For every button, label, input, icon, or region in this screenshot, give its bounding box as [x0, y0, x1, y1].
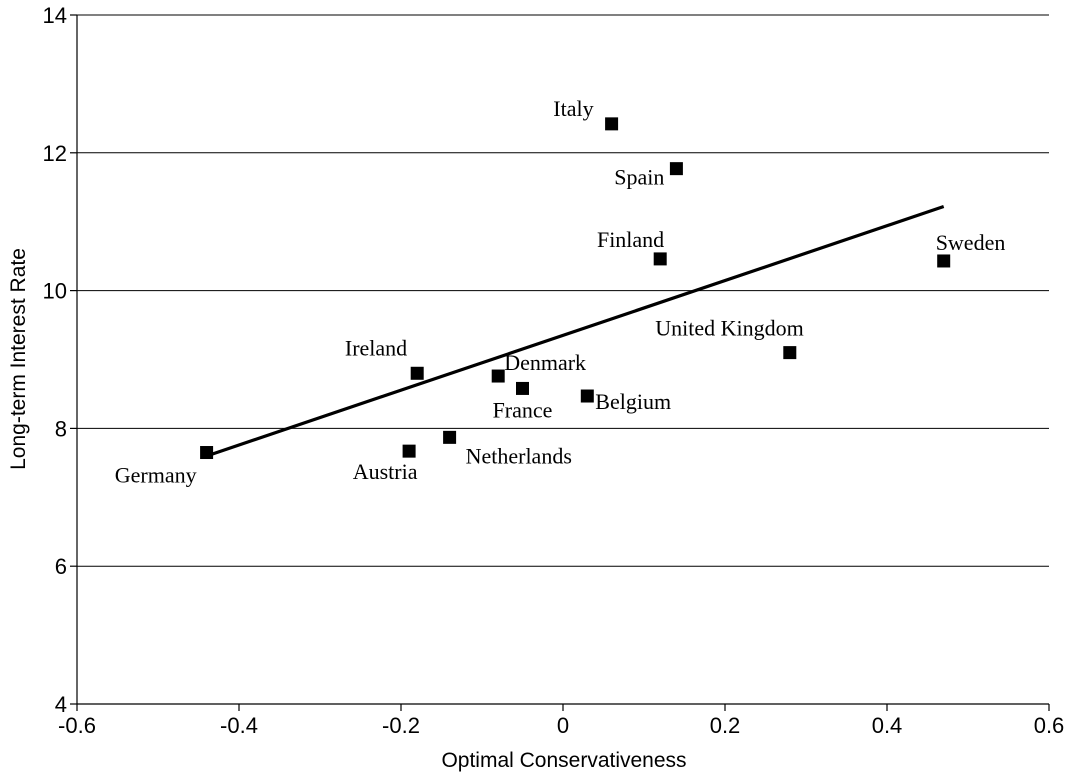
point-label-ireland: Ireland — [345, 335, 407, 360]
x-tick-label: -0.6 — [58, 713, 96, 738]
y-tick-label: 8 — [55, 416, 67, 441]
x-tick-label: -0.2 — [382, 713, 420, 738]
point-labels: Germany Austria Netherlands Ireland Denmark F… — [115, 96, 1006, 488]
point-label-belgium: Belgium — [595, 389, 671, 414]
data-point-united-kingdom — [783, 346, 797, 360]
point-label-austria: Austria — [353, 459, 418, 484]
axes: 4 6 8 10 12 14 -0.6 -0.4 -0.2 0 0.2 0.4 0.6 — [43, 3, 1065, 738]
point-label-sweden: Sweden — [936, 230, 1006, 255]
point-label-france: France — [493, 397, 553, 422]
point-label-spain: Spain — [614, 165, 664, 190]
data-point-belgium — [580, 389, 594, 403]
x-tick-label: 0.6 — [1034, 713, 1065, 738]
data-point-france — [516, 381, 529, 395]
x-tick-label: 0.2 — [710, 713, 741, 738]
trend-line-group — [206, 205, 945, 458]
data-point-sweden — [937, 254, 951, 268]
y-tick-label: 6 — [55, 554, 67, 579]
data-point-germany — [200, 446, 214, 460]
point-label-finland: Finland — [597, 227, 664, 252]
x-axis-title: Optimal Conservativeness — [441, 749, 686, 772]
point-label-united-kingdom: United Kingdom — [655, 316, 804, 341]
point-label-netherlands: Netherlands — [466, 443, 572, 468]
point-label-denmark: Denmark — [504, 350, 586, 375]
data-point-italy — [605, 117, 619, 131]
data-point-spain — [669, 162, 683, 176]
data-point-austria — [402, 444, 416, 458]
y-tick-label: 4 — [55, 692, 67, 717]
data-points — [200, 117, 951, 460]
trend-line — [206, 205, 945, 458]
x-tick-label: 0 — [557, 713, 569, 738]
x-tick-label: 0.4 — [872, 713, 903, 738]
x-tick-label: -0.4 — [220, 713, 258, 738]
data-point-netherlands — [443, 430, 457, 444]
y-tick-label: 14 — [43, 3, 67, 28]
y-tick-label: 10 — [43, 279, 67, 304]
y-axis-title: Long-term Interest Rate — [7, 248, 30, 470]
data-point-ireland — [410, 366, 424, 380]
point-label-italy: Italy — [553, 96, 593, 121]
data-point-finland — [653, 252, 667, 266]
data-point-denmark — [491, 369, 505, 383]
gridlines — [77, 14, 1049, 567]
point-label-germany: Germany — [115, 463, 197, 488]
y-tick-label: 12 — [43, 141, 67, 166]
